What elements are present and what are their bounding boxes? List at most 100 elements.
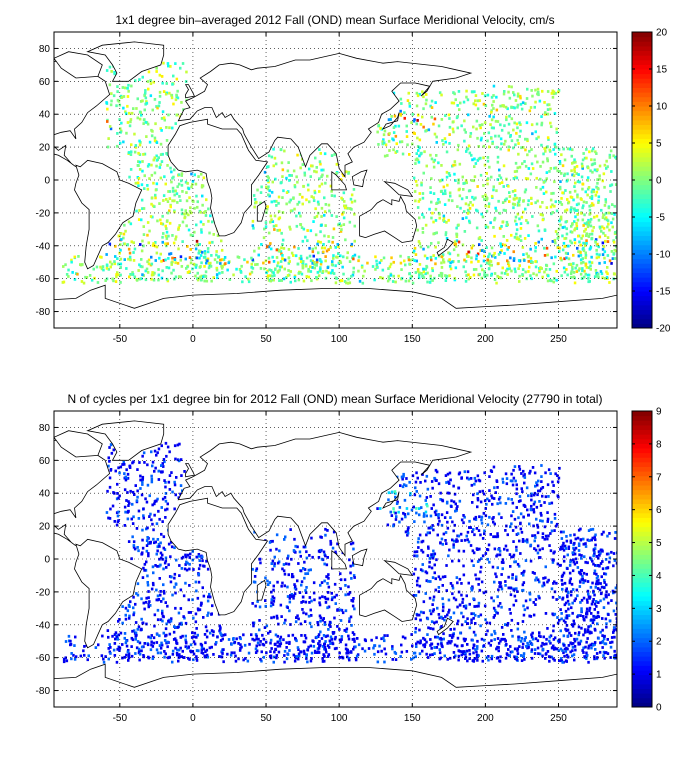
data-cell	[594, 543, 597, 547]
data-cell	[416, 476, 419, 480]
data-cell	[590, 558, 593, 561]
data-cell	[510, 233, 513, 237]
data-cell	[504, 580, 507, 583]
data-cell	[187, 646, 190, 649]
data-cell	[518, 645, 521, 648]
data-cell	[499, 501, 502, 505]
data-cell	[495, 610, 498, 614]
data-cell	[288, 596, 292, 600]
data-cell	[564, 244, 568, 248]
data-cell	[283, 149, 286, 153]
data-cell	[162, 546, 165, 550]
data-cell	[571, 645, 575, 649]
data-cell	[255, 567, 259, 571]
data-cell	[153, 469, 156, 473]
data-cell	[219, 626, 222, 630]
data-cell	[521, 583, 525, 587]
data-cell	[304, 545, 307, 549]
data-cell	[466, 617, 469, 621]
data-cell	[160, 532, 163, 536]
data-cell	[251, 224, 255, 228]
data-cell	[486, 159, 490, 163]
data-cell	[594, 269, 598, 272]
data-cell	[479, 613, 483, 617]
data-cell	[171, 234, 174, 237]
data-cell	[564, 601, 568, 605]
data-cell	[400, 268, 403, 271]
data-cell	[539, 213, 543, 216]
data-cell	[251, 266, 255, 270]
data-cell	[548, 170, 551, 173]
data-cell	[430, 258, 433, 262]
data-cell	[579, 254, 583, 257]
data-cell	[149, 79, 152, 82]
data-cell	[324, 597, 328, 601]
data-cell	[448, 656, 452, 660]
data-cell	[469, 135, 472, 138]
data-cell	[139, 265, 142, 268]
data-cell	[563, 257, 566, 261]
data-cell	[512, 250, 515, 254]
data-cell	[415, 471, 418, 475]
data-cell	[476, 560, 480, 563]
data-cell	[330, 637, 333, 641]
data-cell	[252, 226, 255, 230]
data-cell	[454, 509, 457, 513]
data-cell	[134, 602, 137, 606]
data-cell	[490, 118, 494, 122]
data-cell	[492, 254, 495, 257]
data-cell	[577, 234, 580, 238]
data-cell	[457, 90, 461, 93]
data-cell	[209, 264, 213, 268]
data-cell	[524, 164, 528, 168]
data-cell	[518, 165, 522, 169]
data-cell	[159, 651, 163, 655]
data-cell	[602, 172, 606, 176]
data-cell	[256, 600, 259, 603]
data-cell	[512, 197, 516, 201]
data-cell	[272, 655, 276, 659]
data-cell	[137, 151, 140, 155]
data-cell	[448, 471, 452, 475]
data-cell	[283, 584, 286, 588]
data-cell	[413, 259, 416, 262]
data-cell	[590, 232, 594, 236]
data-cell	[406, 527, 410, 531]
data-cell	[440, 261, 443, 265]
data-cell	[147, 87, 150, 91]
data-cell	[530, 498, 533, 502]
data-cell	[531, 132, 534, 136]
data-cell	[168, 474, 172, 477]
data-cell	[174, 591, 177, 595]
data-cell	[157, 104, 161, 108]
data-cell	[440, 164, 443, 167]
data-cell	[271, 603, 275, 606]
data-cell	[141, 239, 144, 243]
data-cell	[458, 187, 461, 191]
data-cell	[136, 468, 139, 471]
data-cell	[180, 183, 184, 187]
data-cell	[574, 266, 577, 270]
data-cell	[440, 523, 444, 527]
data-cell	[339, 178, 343, 181]
data-cell	[120, 96, 124, 99]
data-cell	[289, 227, 292, 231]
data-cell	[280, 615, 283, 618]
data-cell	[141, 454, 144, 458]
data-cell	[129, 168, 133, 171]
data-cell	[132, 540, 136, 544]
data-cell	[124, 475, 127, 479]
data-cell	[517, 237, 521, 241]
data-cell	[331, 240, 334, 244]
data-cell	[522, 581, 526, 584]
data-cell	[113, 642, 117, 645]
data-cell	[531, 637, 535, 641]
data-cell	[448, 274, 451, 278]
data-cell	[465, 216, 468, 220]
data-cell	[419, 245, 423, 249]
data-cell	[264, 640, 268, 644]
data-cell	[516, 590, 519, 593]
data-cell	[433, 132, 437, 136]
data-cell	[226, 652, 229, 656]
data-cell	[114, 631, 118, 635]
